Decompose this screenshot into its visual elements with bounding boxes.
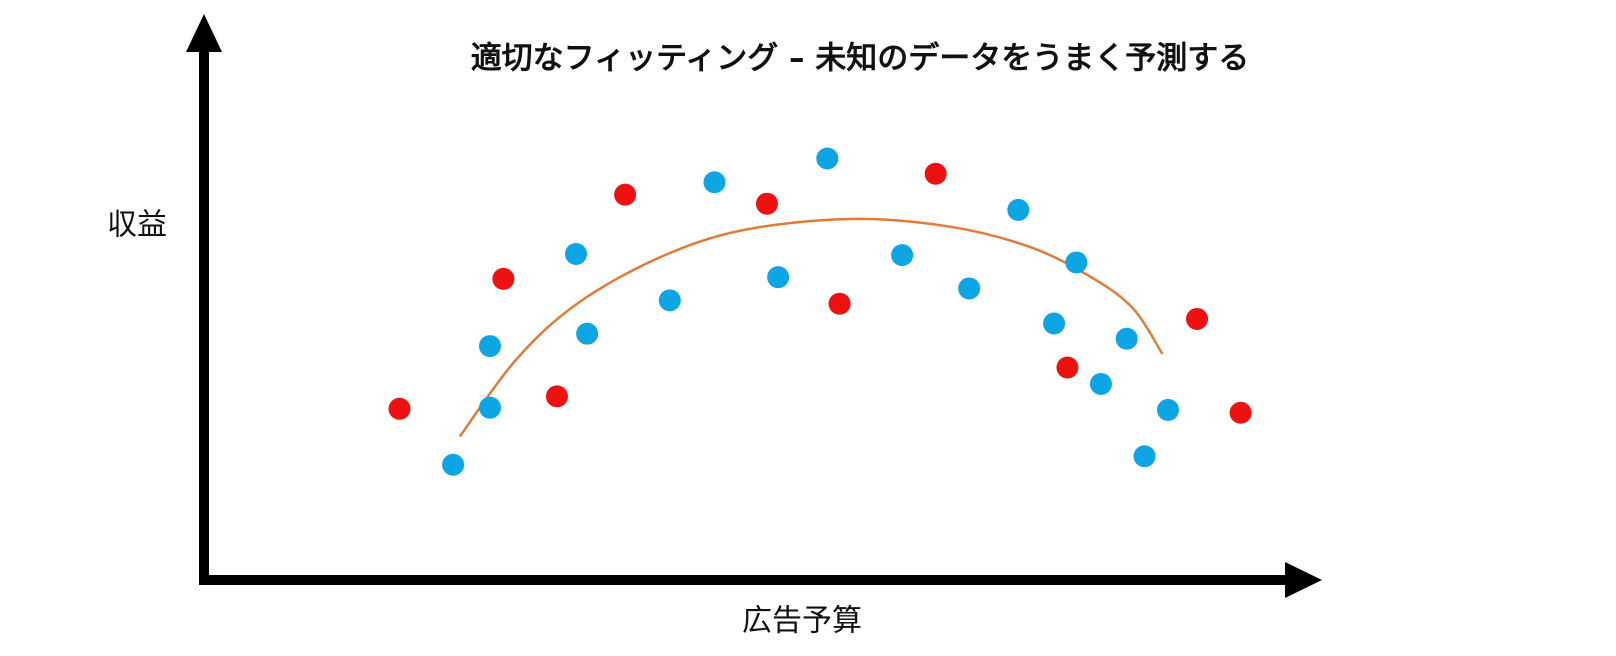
y-axis-arrow bbox=[186, 14, 222, 52]
scatter-point bbox=[1186, 307, 1209, 330]
scatter-point bbox=[816, 147, 839, 170]
scatter-point bbox=[442, 453, 465, 476]
x-axis-arrow bbox=[1285, 562, 1322, 598]
scatter-point bbox=[1115, 327, 1138, 350]
scatter-point bbox=[755, 192, 778, 215]
scatter-point bbox=[478, 396, 501, 419]
scatter-point bbox=[958, 277, 981, 300]
scatter-point bbox=[703, 171, 726, 194]
scatter-point bbox=[767, 266, 790, 289]
chart-title: 適切なフィッティング – 未知のデータをうまく予測する bbox=[471, 41, 1250, 77]
scatter-point bbox=[576, 322, 599, 345]
y-axis-label: 収益 bbox=[107, 208, 167, 243]
scatter-point bbox=[1065, 251, 1088, 274]
scatter-point bbox=[1007, 198, 1030, 221]
scatter-point bbox=[1229, 401, 1252, 424]
scatter-point bbox=[388, 397, 411, 420]
scatter-point bbox=[828, 292, 851, 315]
scatter-point bbox=[924, 162, 947, 185]
scatter-point bbox=[545, 385, 568, 408]
scatter-point bbox=[1156, 398, 1179, 421]
scatter-point bbox=[492, 267, 515, 290]
scatter-point bbox=[658, 289, 681, 312]
fit-curve bbox=[458, 217, 1164, 438]
scatter-point bbox=[1089, 372, 1112, 395]
scatter-point bbox=[1056, 356, 1079, 379]
scatter-point bbox=[478, 335, 501, 358]
scatter-point bbox=[614, 183, 637, 206]
scatter-point bbox=[891, 244, 914, 267]
scatter-point bbox=[1133, 445, 1156, 468]
scatter-point bbox=[564, 242, 587, 265]
scatter-point bbox=[1043, 312, 1066, 335]
x-axis-label: 広告予算 bbox=[742, 604, 862, 639]
